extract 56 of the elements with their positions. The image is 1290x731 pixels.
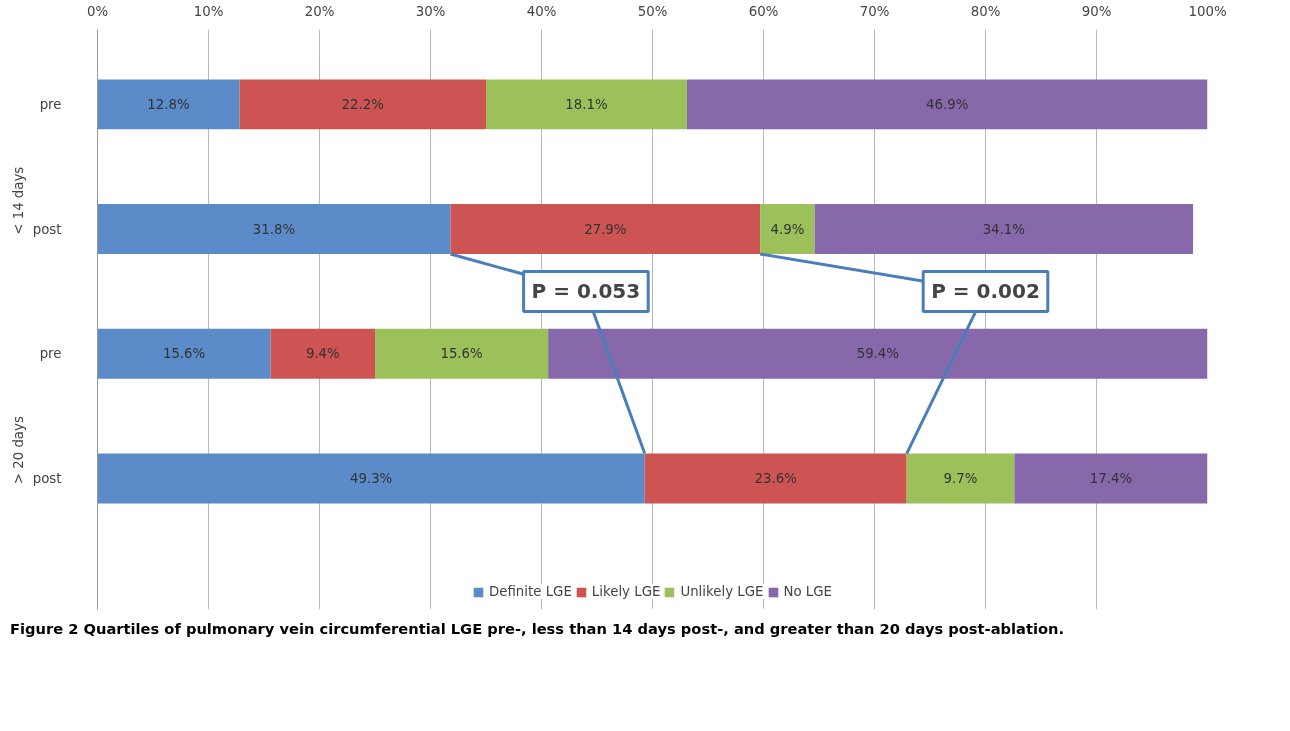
bar: [814, 204, 1194, 255]
bar: [486, 79, 687, 130]
bar: [97, 328, 271, 379]
x-tick-label: 50%: [637, 3, 668, 19]
bar: [375, 328, 549, 379]
x-tick-label: 100%: [1188, 3, 1227, 19]
x-tick-label: 70%: [859, 3, 890, 19]
data-label: 46.9%: [926, 96, 969, 112]
data-label: 23.6%: [754, 471, 797, 487]
annotation: P = 0.053: [531, 279, 641, 304]
data-label: 15.6%: [162, 346, 206, 362]
data-label: 59.4%: [856, 346, 899, 362]
bar: [97, 79, 240, 130]
x-tick-label: 60%: [748, 3, 779, 19]
bar: [1014, 453, 1208, 504]
data-label: 9.4%: [305, 346, 340, 362]
x-tick-label: 0%: [86, 3, 109, 19]
x-tick-label: 90%: [1081, 3, 1112, 19]
bar: [548, 328, 1208, 379]
bar: [686, 79, 1208, 130]
legend-label: No LGE: [783, 584, 833, 599]
x-tick-label: 10%: [193, 3, 224, 19]
bar: [906, 453, 1015, 504]
data-label: 17.4%: [1089, 471, 1133, 487]
data-label: 9.7%: [943, 471, 978, 487]
text: < 14 days: [11, 166, 26, 235]
legend-label: Unlikely LGE: [680, 584, 764, 599]
x-tick-label: 20%: [304, 3, 335, 19]
y-tick-label: pre: [39, 346, 62, 362]
data-label: 22.2%: [341, 96, 384, 112]
data-label: 34.1%: [982, 221, 1025, 237]
text: > 20 days: [11, 416, 26, 485]
x-tick-label: 40%: [526, 3, 557, 19]
data-label: 18.1%: [565, 96, 608, 112]
legend-label: Definite LGE: [488, 584, 572, 599]
caption: Figure 2 Quartiles of pulmonary vein circumferential LGE pre-, less than 14 days post-, and greater than 20 days post-ablation.: [10, 619, 1065, 639]
y-tick-label: pre: [39, 96, 62, 112]
bar: [760, 204, 815, 255]
y-tick-label: post: [32, 471, 62, 487]
bar: [450, 204, 761, 255]
data-label: 31.8%: [252, 221, 296, 237]
data-label: 49.3%: [349, 471, 393, 487]
bar: [239, 79, 486, 130]
annotation: P = 0.002: [931, 279, 1040, 304]
data-label: 15.6%: [440, 346, 483, 362]
bar: [97, 453, 645, 504]
legend-label: Likely LGE: [591, 584, 661, 599]
bar: [270, 328, 375, 379]
bar: [644, 453, 907, 504]
y-tick-label: post: [32, 221, 62, 237]
x-tick-label: 30%: [415, 3, 446, 19]
data-label: 4.9%: [770, 221, 805, 237]
data-label: 27.9%: [584, 221, 627, 237]
bar: [97, 204, 451, 255]
x-tick-label: 80%: [970, 3, 1001, 19]
data-label: 12.8%: [147, 96, 190, 112]
